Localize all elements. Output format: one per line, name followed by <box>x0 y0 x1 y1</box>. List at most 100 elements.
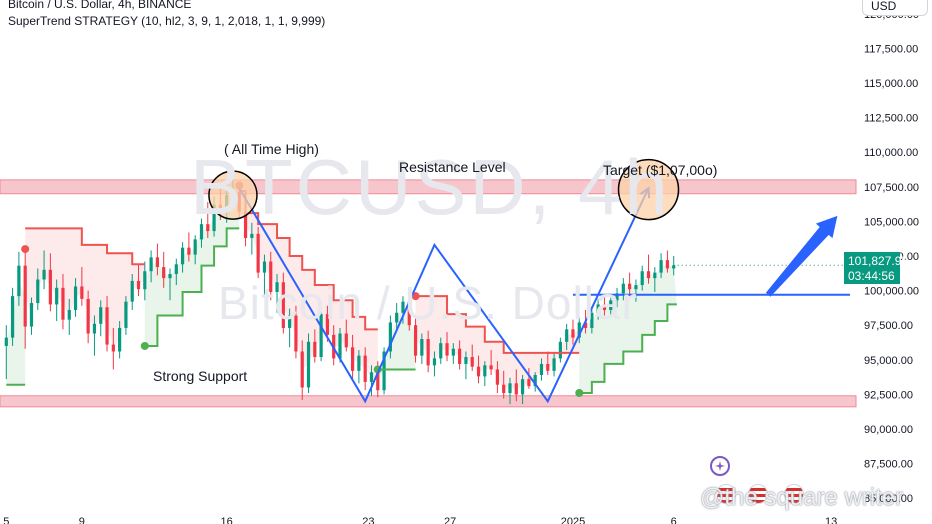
candle-body-92 <box>583 322 588 328</box>
candle-body-27 <box>174 264 178 274</box>
candle-body-55 <box>350 347 355 371</box>
plus-circle-icon[interactable] <box>710 456 730 476</box>
candle-body-102 <box>646 271 651 279</box>
candle-body-84 <box>533 375 537 387</box>
candle-body-73 <box>464 357 468 364</box>
price-tick-label: 85,000.00 <box>864 493 913 505</box>
candle-body-61 <box>388 322 392 352</box>
candle-body-49 <box>313 341 317 358</box>
candle-body-89 <box>565 329 569 342</box>
candle-body-6 <box>42 269 46 280</box>
candle-body-9 <box>61 287 65 320</box>
us-flag-icon[interactable] <box>784 484 804 504</box>
candle-body-80 <box>508 383 512 393</box>
candle-body-75 <box>476 366 481 377</box>
candle-body-100 <box>634 285 638 290</box>
price-tick-label: 87,500.00 <box>864 459 913 471</box>
us-flag-icon[interactable] <box>748 484 768 504</box>
trend-fill-2 <box>144 193 240 346</box>
currency-label: USD <box>871 0 897 13</box>
candle-body-45 <box>288 315 292 328</box>
candle-body-68 <box>432 358 437 366</box>
supertrend-line-5 <box>415 295 580 354</box>
us-flag-icon[interactable] <box>716 484 736 504</box>
candle-body-11 <box>73 286 78 310</box>
candle-body-64 <box>407 301 411 326</box>
price-tick-label: 107,500.00 <box>864 182 919 194</box>
candle-body-19 <box>124 301 128 328</box>
trend-fill-3 <box>239 190 378 382</box>
candle-body-38 <box>243 211 248 239</box>
candle-body-32 <box>206 224 210 232</box>
candle-body-94 <box>596 304 600 313</box>
signal-dot-5 <box>575 388 584 397</box>
candle-body-105 <box>665 260 670 269</box>
currency-selector[interactable]: USD <box>862 0 928 16</box>
candle-body-42 <box>269 261 273 292</box>
candle-body-43 <box>275 282 279 292</box>
time-axis: 5 9 16 23 27 2025 6 13 <box>3 516 837 524</box>
candle-body-41 <box>262 261 267 273</box>
bar-countdown: 03:44:56 <box>848 269 895 283</box>
candle-body-85 <box>539 363 544 376</box>
supertrend-line-1 <box>25 227 145 266</box>
indicator-label[interactable]: SuperTrend STRATEGY (10, hl2, 3, 9, 1, 2… <box>8 14 326 28</box>
candle-body-88 <box>558 341 562 359</box>
candle-body-103 <box>653 272 657 279</box>
candle-body-4 <box>29 303 34 327</box>
candle-body-40 <box>256 233 260 273</box>
last-price-badge: 101,827.95 03:44:56 <box>844 252 908 284</box>
candle-body-63 <box>401 301 405 313</box>
candle-body-98 <box>621 283 625 294</box>
candle-body-14 <box>92 323 97 334</box>
supertrend-line-2 <box>144 227 240 347</box>
candle-body-71 <box>451 348 455 356</box>
price-tick-label: 97,500.00 <box>864 320 913 332</box>
candle-body-57 <box>363 355 367 382</box>
symbol-watermark: BTCUSD, 4h <box>190 143 671 231</box>
target-circle <box>617 158 680 221</box>
candle-body-81 <box>514 383 518 395</box>
candle-body-5 <box>36 279 40 304</box>
candle-body-17 <box>111 344 115 352</box>
trend-fill-4 <box>377 307 416 382</box>
target-label: Target ($1,07,00o) <box>603 162 718 178</box>
candle-body-26 <box>168 273 172 279</box>
trend-fill-1 <box>25 228 145 349</box>
candle-body-104 <box>659 260 663 273</box>
candle-body-77 <box>489 365 493 370</box>
supertrend-layer <box>6 181 677 397</box>
candle-body-96 <box>609 300 613 310</box>
candle-body-70 <box>445 343 449 356</box>
name-watermark: Bitcoin / U.S. Dollar <box>218 277 638 329</box>
candle-body-66 <box>420 339 424 356</box>
candle-body-74 <box>470 357 474 367</box>
candle-body-99 <box>628 283 632 290</box>
price-tick-label: 105,000.00 <box>864 216 919 228</box>
candle-body-86 <box>546 363 550 371</box>
trend-fill-0 <box>6 280 26 385</box>
supertrend-line-6 <box>579 303 677 394</box>
candle-body-16 <box>105 307 109 345</box>
price-tick-label: 117,500.00 <box>864 43 918 55</box>
candle-body-67 <box>426 339 430 366</box>
signal-dot-1 <box>140 341 149 350</box>
candle-body-28 <box>180 247 185 265</box>
candle-body-8 <box>55 287 59 305</box>
candle-body-87 <box>552 358 556 371</box>
candle-body-33 <box>212 204 216 232</box>
time-tick-label: 23 <box>362 516 374 524</box>
candle-body-0 <box>4 337 8 346</box>
candle-body-79 <box>502 384 506 393</box>
candle-body-31 <box>199 224 204 240</box>
candle-body-10 <box>67 309 71 320</box>
projection-path <box>238 187 650 404</box>
resistance-label: Resistance Level <box>399 159 506 175</box>
candle-body-69 <box>439 343 443 359</box>
candle-body-48 <box>306 341 311 388</box>
candles-layer <box>4 177 676 405</box>
candle-body-13 <box>86 298 90 334</box>
candle-body-15 <box>99 307 103 324</box>
candle-body-54 <box>344 333 348 348</box>
